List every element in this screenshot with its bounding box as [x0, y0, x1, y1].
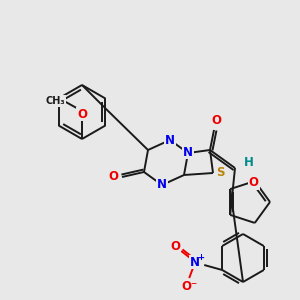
Text: S: S	[216, 167, 224, 179]
Text: CH₃: CH₃	[45, 96, 65, 106]
Text: O: O	[77, 107, 87, 121]
Text: O: O	[249, 176, 259, 189]
Text: O⁻: O⁻	[181, 280, 197, 292]
Text: N: N	[165, 134, 175, 146]
Text: +: +	[197, 253, 204, 262]
Text: O: O	[170, 239, 180, 253]
Text: H: H	[244, 157, 254, 169]
Text: N: N	[190, 256, 200, 268]
Text: N: N	[157, 178, 167, 191]
Text: N: N	[183, 146, 193, 158]
Text: O: O	[211, 115, 221, 128]
Text: O: O	[108, 170, 118, 184]
